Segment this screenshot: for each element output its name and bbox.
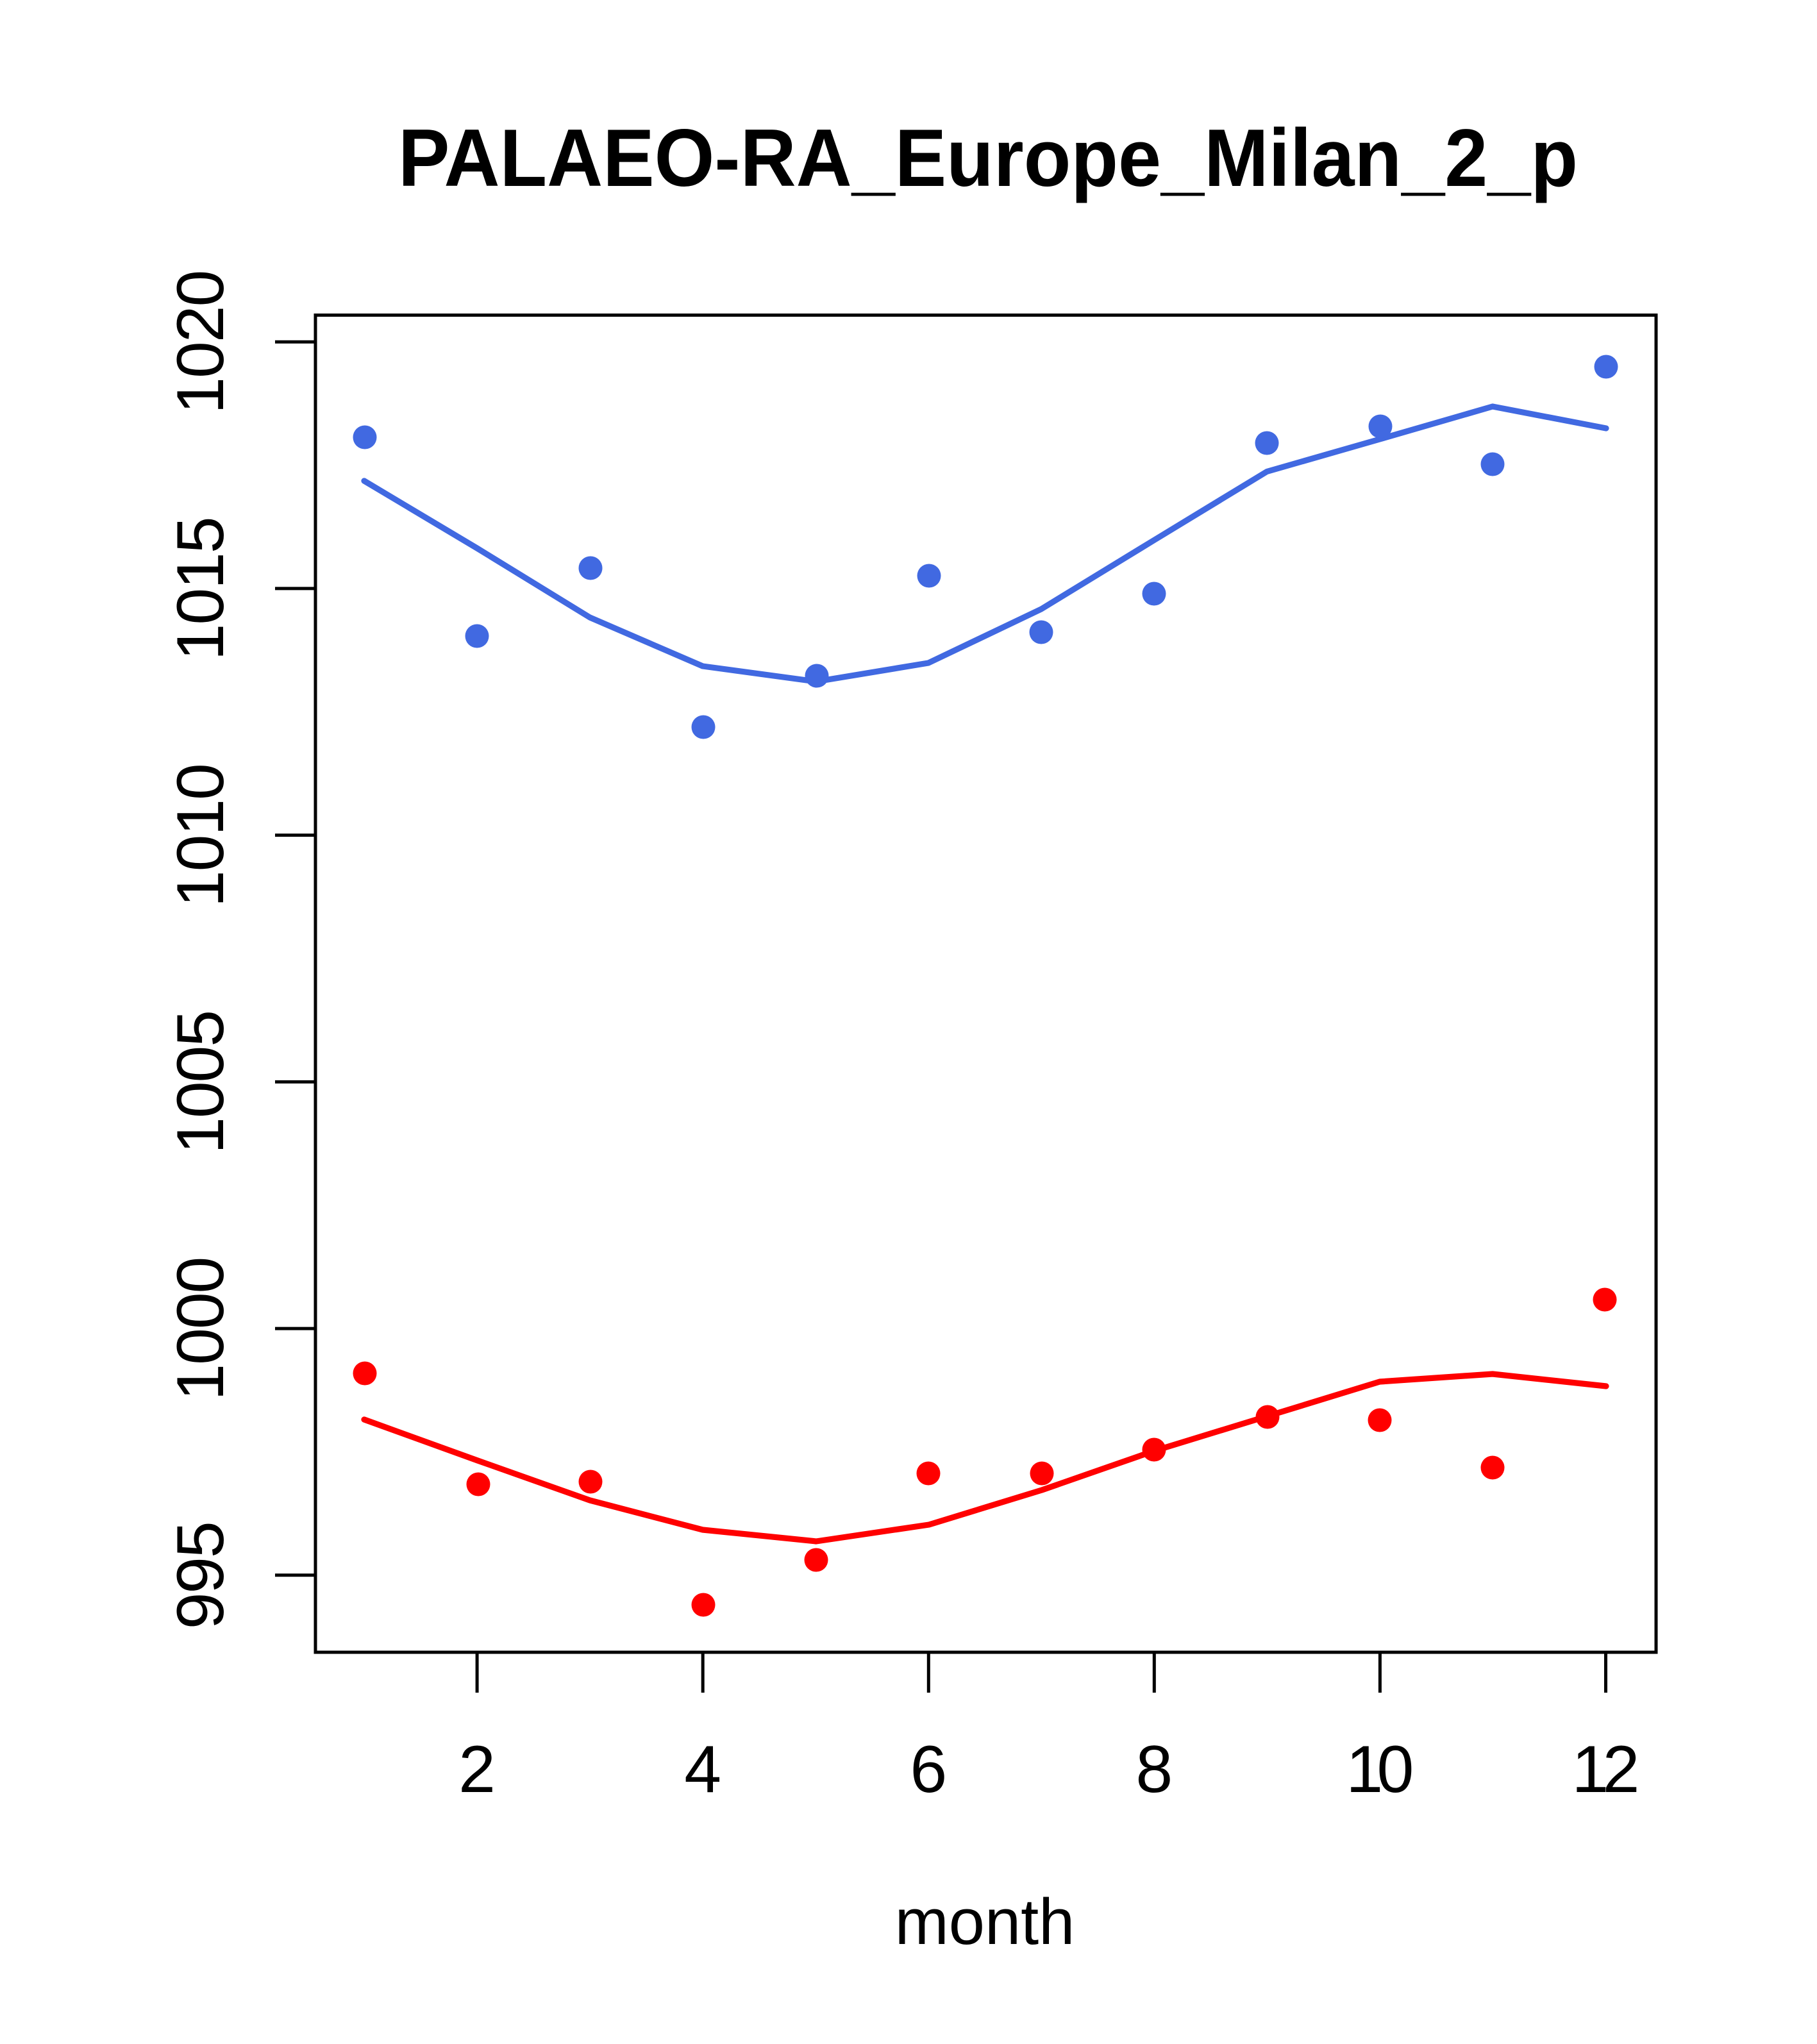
svg-text:month: month (895, 1886, 1075, 1958)
svg-text:4: 4 (684, 1732, 721, 1807)
svg-text:6: 6 (910, 1732, 947, 1807)
svg-text:2: 2 (458, 1732, 496, 1807)
svg-text:1010: 1010 (163, 763, 238, 907)
svg-text:8: 8 (1135, 1732, 1173, 1807)
svg-text:995: 995 (163, 1521, 238, 1629)
svg-text:1020: 1020 (163, 270, 238, 414)
svg-text:1000: 1000 (163, 1257, 238, 1401)
svg-text:PALAEO-RA_Europe_Milan_2_p: PALAEO-RA_Europe_Milan_2_p (398, 112, 1578, 203)
svg-text:12: 12 (1572, 1732, 1640, 1807)
svg-text:1005: 1005 (163, 1010, 238, 1154)
svg-text:10: 10 (1346, 1732, 1414, 1807)
svg-text:1015: 1015 (163, 516, 238, 660)
